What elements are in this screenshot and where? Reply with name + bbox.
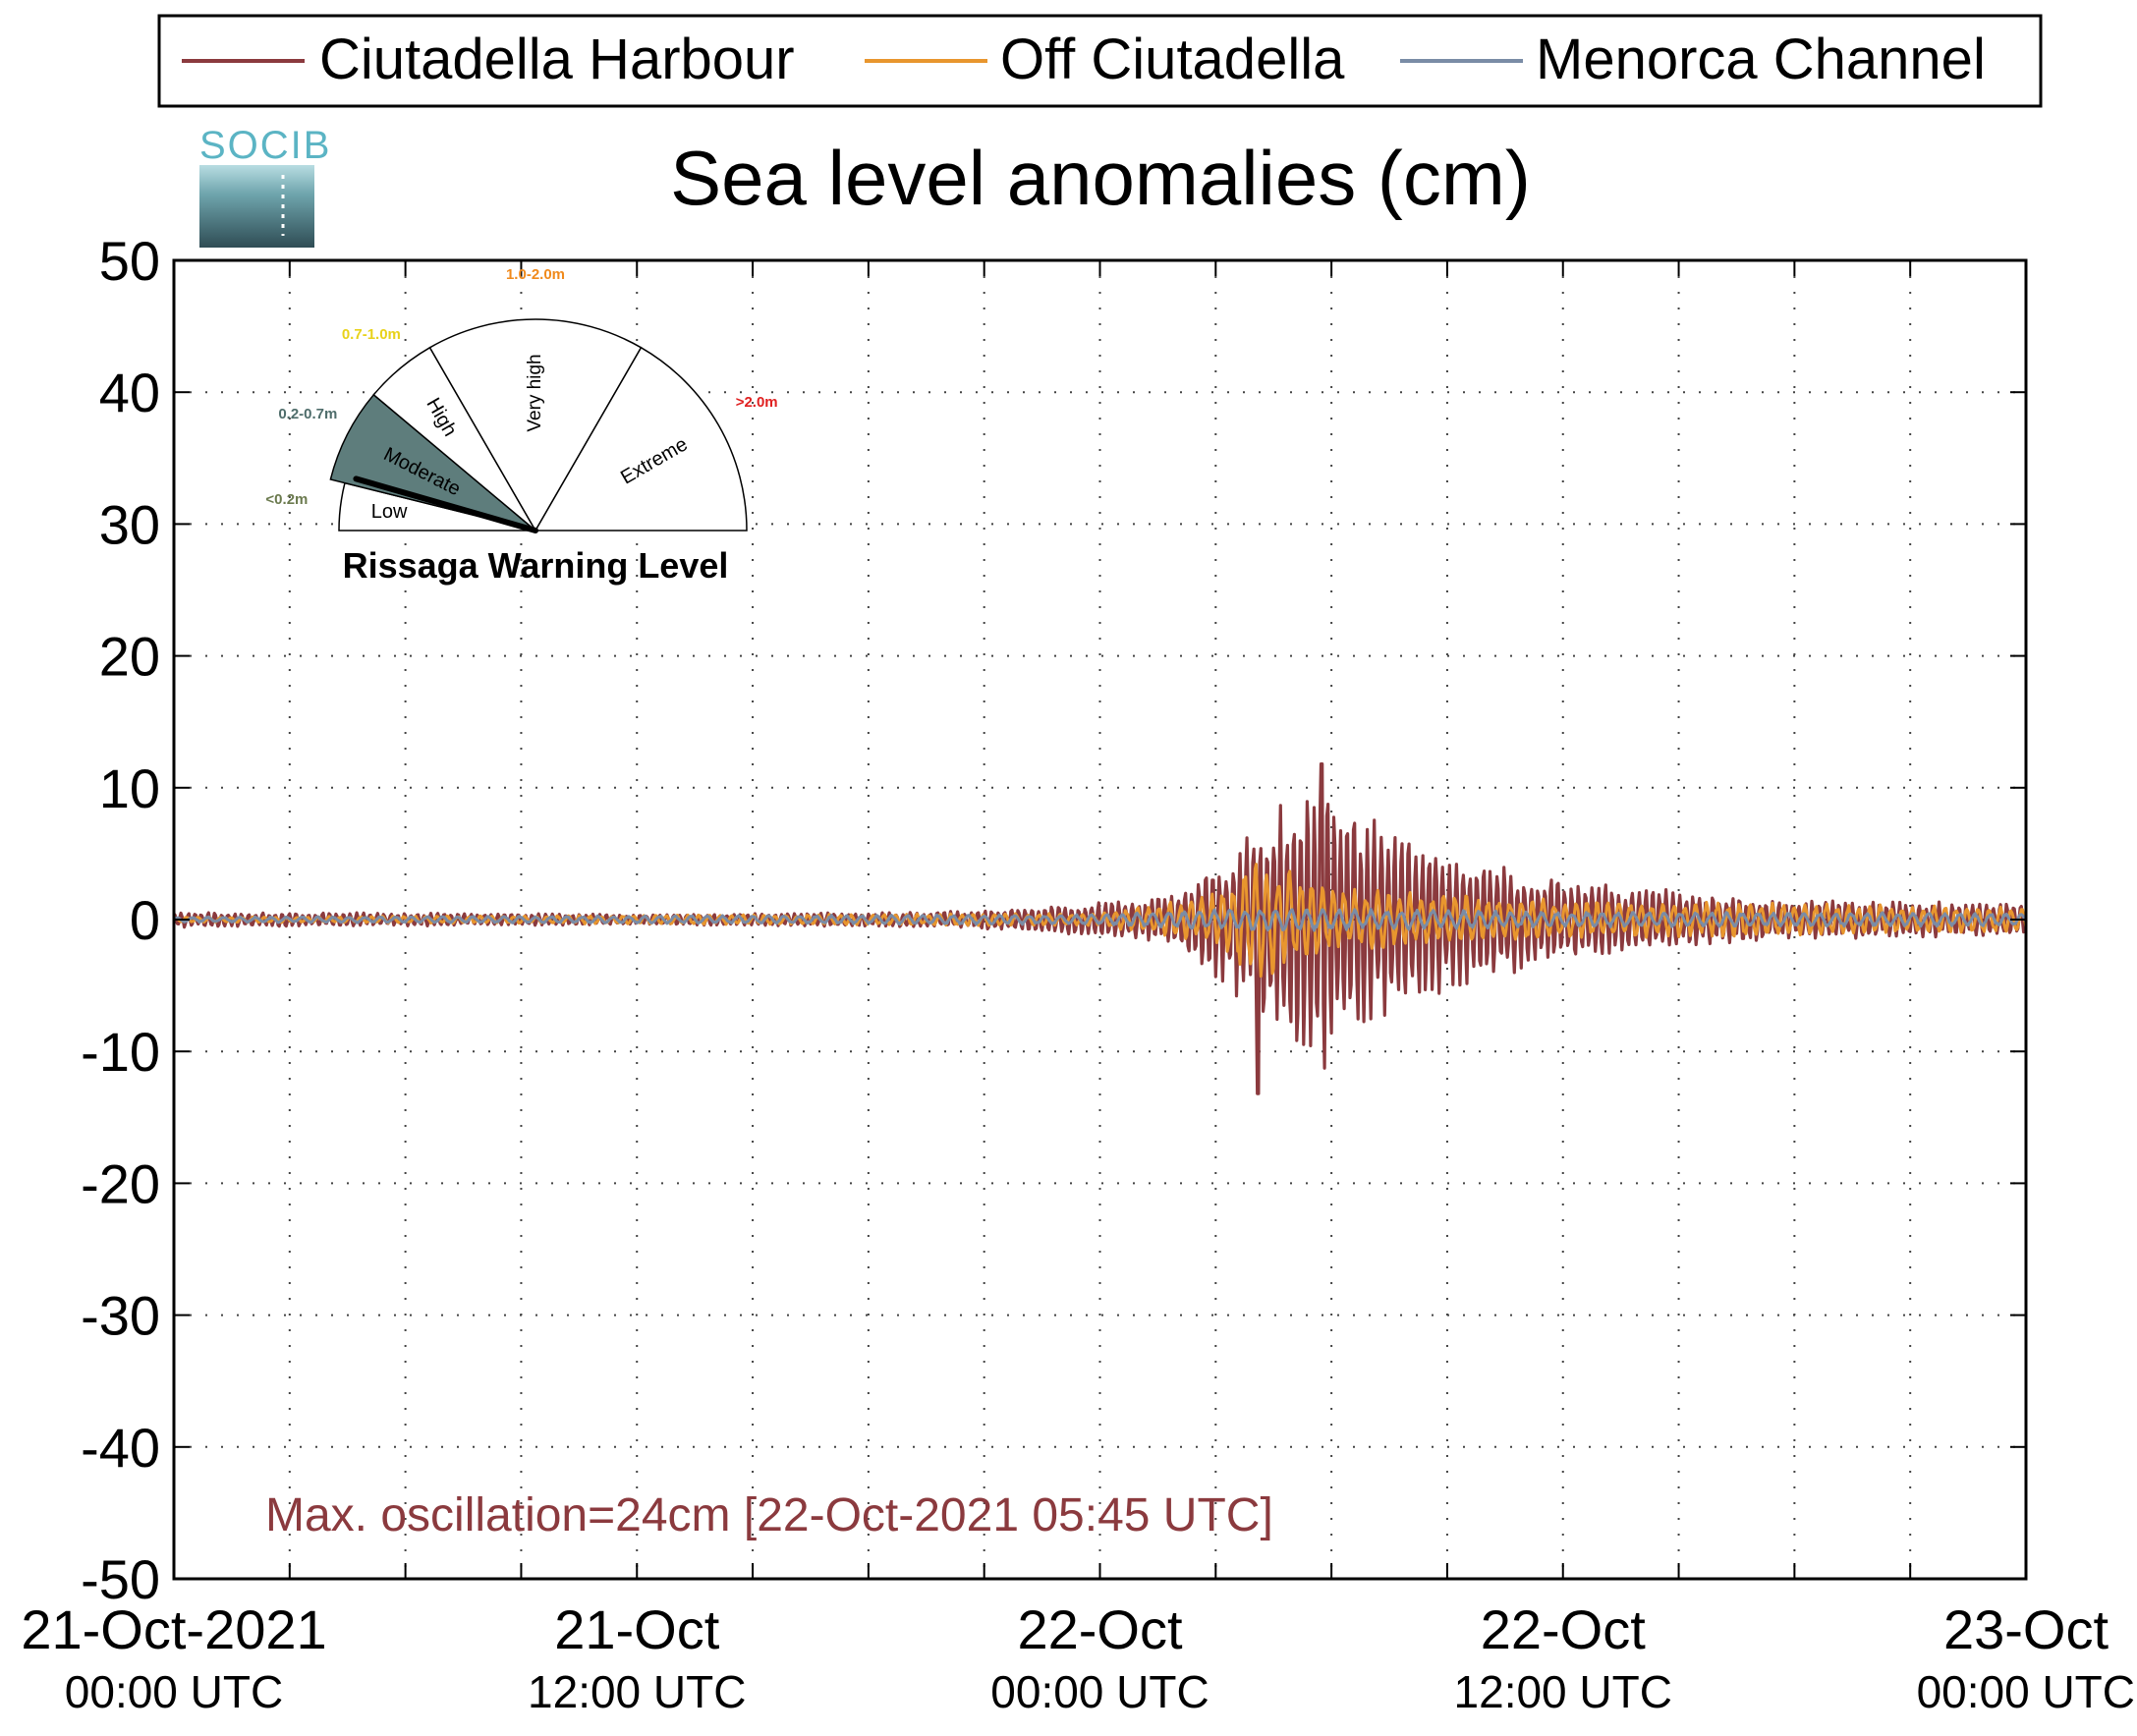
y-axis: 50 40 30 20 10 0 -10 -20 -30 -40 -50 — [81, 230, 2026, 1610]
x-tick-label-date: 21-Oct-2021 — [21, 1598, 326, 1660]
x-tick-label-date: 23-Oct — [1943, 1598, 2109, 1660]
x-tick-label-date: 21-Oct — [554, 1598, 719, 1660]
legend: Ciutadella Harbour Off Ciutadella Menorc… — [157, 14, 2043, 108]
x-tick-label-date: 22-Oct — [1481, 1598, 1646, 1660]
series-line-menorca-channel — [173, 908, 2028, 932]
max-oscillation-annotation: Max. oscillation=24cm [22-Oct-2021 05:45… — [265, 1489, 1273, 1541]
series-layer — [172, 762, 2028, 1095]
y-tick-label: -20 — [81, 1152, 160, 1214]
x-tick-label-time: 12:00 UTC — [1454, 1666, 1672, 1717]
x-tick-label-date: 22-Oct — [1017, 1598, 1182, 1660]
y-tick-label: -50 — [81, 1548, 160, 1610]
y-tick-label: -40 — [81, 1417, 160, 1479]
gauge-range-label: 1.0-2.0m — [506, 266, 565, 283]
gauge-sector-very-high — [428, 318, 643, 532]
legend-label-off-ciutadella: Off Ciutadella — [1000, 28, 1345, 91]
y-tick-label: 40 — [99, 362, 160, 423]
gauge-range-label: 0.2-0.7m — [278, 406, 337, 422]
x-tick-label-time: 00:00 UTC — [65, 1666, 283, 1717]
x-tick-label-time: 00:00 UTC — [1917, 1666, 2135, 1717]
y-tick-label: -30 — [81, 1285, 160, 1347]
legend-label-ciutadella-harbour: Ciutadella Harbour — [319, 28, 795, 91]
gauge-range-label: >2.0m — [736, 394, 778, 411]
y-tick-label: -10 — [81, 1021, 160, 1083]
socib-logo-wave — [199, 165, 314, 248]
socib-logo-text: SOCIB — [199, 124, 331, 167]
gauge-sector-label: Low — [371, 501, 408, 523]
chart-title: Sea level anomalies (cm) — [670, 135, 1531, 221]
legend-box — [157, 14, 2043, 108]
y-tick-label: 20 — [99, 626, 160, 688]
gauge-range-label: 0.7-1.0m — [342, 326, 401, 343]
gauge-needle — [353, 476, 538, 533]
y-tick-label: 50 — [99, 230, 160, 292]
gauge-title: Rissaga Warning Level — [343, 545, 729, 586]
legend-label-menorca-channel: Menorca Channel — [1536, 28, 1986, 91]
x-tick-label-time: 00:00 UTC — [990, 1666, 1209, 1717]
x-tick-label-time: 12:00 UTC — [528, 1666, 746, 1717]
y-tick-label: 0 — [130, 889, 160, 951]
gauge-range-label: <0.2m — [265, 491, 308, 508]
y-tick-label: 10 — [99, 757, 160, 819]
gauge-sector-extreme — [534, 346, 748, 532]
x-axis: 21-Oct-2021 00:00 UTC 21-Oct 12:00 UTC 22-Oc… — [21, 260, 2135, 1717]
socib-logo: SOCIB — [199, 124, 331, 248]
y-tick-label: 30 — [99, 493, 160, 555]
gauge-sector-label: Very high — [525, 354, 545, 431]
